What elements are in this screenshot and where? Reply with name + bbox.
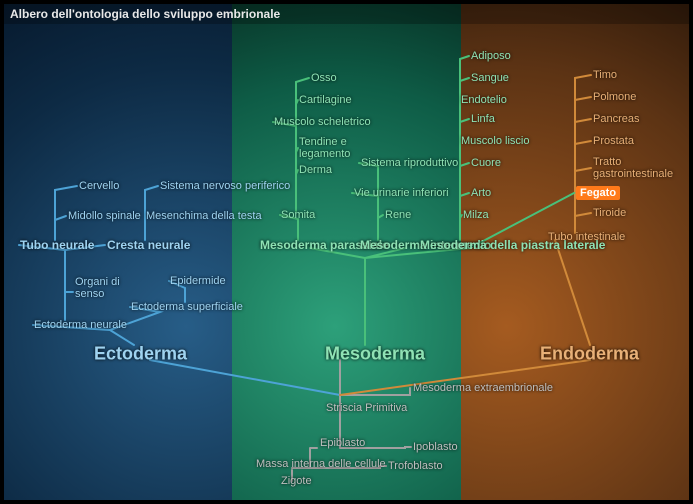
node-label: Fegato [576, 186, 620, 200]
node-striscia[interactable]: Striscia Primitiva [326, 402, 407, 414]
node-cresta_neurale[interactable]: Cresta neurale [107, 238, 190, 252]
node-ecto_superf[interactable]: Ectoderma superficiale [131, 301, 243, 313]
node-tubo_neurale[interactable]: Tubo neurale [20, 238, 94, 252]
node-organi_senso[interactable]: Organi di senso [75, 276, 135, 300]
node-trofoblasto[interactable]: Trofoblasto [388, 460, 443, 472]
node-meso_extra[interactable]: Mesoderma extraembrionale [413, 382, 553, 394]
node-ectoderma[interactable]: Ectoderma [94, 344, 187, 365]
node-ecto_neurale[interactable]: Ectoderma neurale [34, 319, 127, 331]
node-rene[interactable]: Rene [385, 209, 411, 221]
node-fegato[interactable]: Fegato [576, 187, 620, 199]
node-mesoderma[interactable]: Mesoderma [325, 344, 425, 365]
meso-bg [232, 4, 460, 500]
node-osso[interactable]: Osso [311, 72, 337, 84]
node-derma[interactable]: Derma [299, 164, 332, 176]
node-urinarie[interactable]: Vie urinarie inferiori [354, 187, 449, 199]
node-cuore[interactable]: Cuore [471, 157, 501, 169]
node-arto[interactable]: Arto [471, 187, 491, 199]
node-sangue[interactable]: Sangue [471, 72, 509, 84]
node-tratto_gi[interactable]: Tratto gastrointestinale [593, 156, 693, 180]
node-tiroide[interactable]: Tiroide [593, 207, 626, 219]
background-gradients [4, 4, 689, 500]
node-epidermide[interactable]: Epidermide [170, 275, 226, 287]
node-tubo_intest[interactable]: Tubo intestinale [548, 231, 625, 243]
node-somita[interactable]: Somita [281, 209, 315, 221]
node-cervello[interactable]: Cervello [79, 180, 119, 192]
node-zigote[interactable]: Zigote [281, 475, 312, 487]
node-endotelio[interactable]: Endotelio [461, 94, 507, 106]
node-prostata[interactable]: Prostata [593, 135, 634, 147]
node-polmone[interactable]: Polmone [593, 91, 636, 103]
node-sist_riprod[interactable]: Sistema riproduttivo [361, 157, 458, 169]
title-text: Albero dell'ontologia dello sviluppo emb… [10, 7, 280, 21]
node-muscolo_liscio[interactable]: Muscolo liscio [461, 135, 529, 147]
node-endoderma[interactable]: Endoderma [540, 344, 639, 365]
node-timo[interactable]: Timo [593, 69, 617, 81]
node-linfa[interactable]: Linfa [471, 113, 495, 125]
node-snperiferico[interactable]: Sistema nervoso periferico [160, 180, 290, 192]
node-adiposo[interactable]: Adiposo [471, 50, 511, 62]
node-pancreas[interactable]: Pancreas [593, 113, 639, 125]
node-midollo[interactable]: Midollo spinale [68, 210, 141, 222]
node-massa[interactable]: Massa interna delle cellule [256, 458, 386, 470]
ecto-bg [4, 4, 232, 500]
node-mesenchima[interactable]: Mesenchima della testa [146, 210, 262, 222]
node-cartilagine[interactable]: Cartilagine [299, 94, 352, 106]
node-muscolo_sch[interactable]: Muscolo scheletrico [274, 116, 371, 128]
diagram-container: Albero dell'ontologia dello sviluppo emb… [0, 0, 693, 504]
node-epiblasto[interactable]: Epiblasto [320, 437, 365, 449]
title-bar: Albero dell'ontologia dello sviluppo emb… [4, 4, 689, 24]
node-milza[interactable]: Milza [463, 209, 489, 221]
node-ipoblasto[interactable]: Ipoblasto [413, 441, 458, 453]
